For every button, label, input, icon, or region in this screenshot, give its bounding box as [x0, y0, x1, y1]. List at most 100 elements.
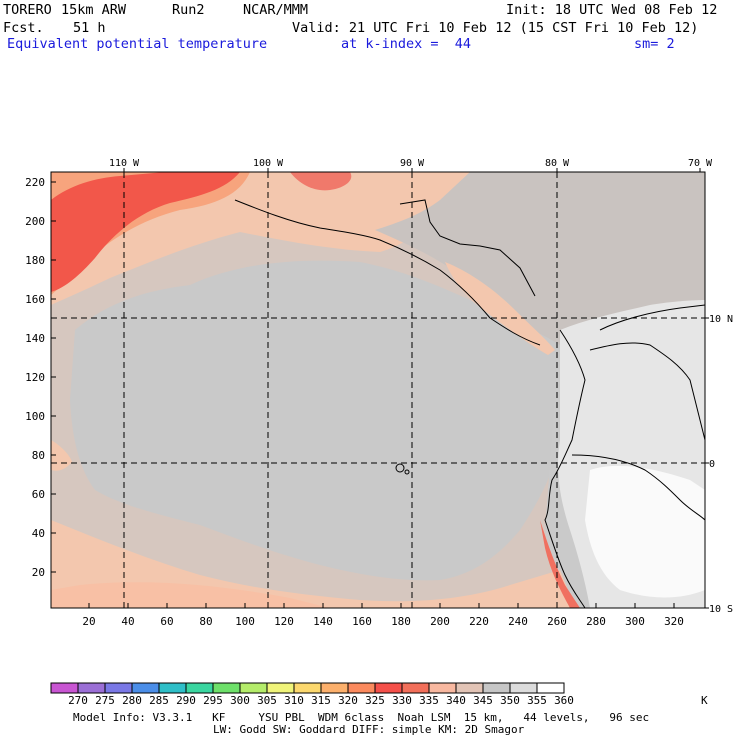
colorbar-swatch [50, 682, 79, 694]
colorbar-label: 285 [149, 694, 169, 707]
colorbar-swatch [158, 682, 187, 694]
land-amazon-white [585, 465, 705, 598]
land-central-america [375, 172, 705, 345]
colorbar-label: 325 [365, 694, 385, 707]
x-tick-label: 100 [235, 615, 255, 628]
x-tick-label: 220 [469, 615, 489, 628]
y-tick-label: 160 [25, 293, 45, 306]
latitude-labels: 10 N 0 10 S [709, 314, 733, 615]
longitude-labels: 110 W 100 W 90 W 80 W 70 W [109, 158, 713, 169]
colorbar-swatch [293, 682, 322, 694]
field-region-pink-coast [290, 172, 352, 191]
lon-label: 110 W [109, 158, 140, 169]
colorbar-label: 330 [392, 694, 412, 707]
field-region-325-nw [51, 172, 240, 292]
model-name: TORERO [3, 2, 52, 18]
map-frame [50, 171, 706, 609]
field-level: at k-index = 44 [341, 36, 472, 52]
y-tick-label: 120 [25, 371, 45, 384]
colorbar-label: 315 [311, 694, 331, 707]
lon-label: 70 W [688, 158, 713, 169]
x-tick-labels: 20 40 60 80 100 120 140 160 180 200 220 … [82, 615, 684, 628]
coastline-colombia-ecuador [544, 329, 586, 608]
colorbar-label: 305 [257, 694, 277, 707]
model-info: Model Info: V3.3.1 KF YSU PBL WDM 6class… [73, 711, 650, 724]
x-tick-label: 20 [82, 615, 95, 628]
x-tick-label: 120 [274, 615, 294, 628]
colorbar-swatch [239, 682, 268, 694]
colorbar-label: 335 [419, 694, 439, 707]
colorbar-swatch [185, 682, 214, 694]
model-org: NCAR/MMM [243, 2, 309, 18]
colorbar-swatch [104, 682, 133, 694]
colorbar-label: 275 [95, 694, 115, 707]
lat-lon-grid [51, 172, 705, 608]
field-region-350 [70, 260, 560, 581]
model-run: Run2 [172, 2, 205, 18]
colorbar-label: 300 [230, 694, 250, 707]
colorbar-swatch [77, 682, 106, 694]
x-tick-label: 260 [547, 615, 567, 628]
border-colombia [589, 342, 705, 441]
y-tick-label: 180 [25, 254, 45, 267]
x-tick-label: 60 [160, 615, 173, 628]
colorbar-swatch [428, 682, 457, 694]
colorbar-unit: K [701, 694, 708, 707]
galapagos-island [404, 469, 410, 475]
colorbar [50, 682, 565, 694]
axis-ticks [51, 168, 709, 609]
field-title: Equivalent potential temperature [7, 36, 268, 52]
colorbar-label: 350 [500, 694, 520, 707]
lat-label: 10 S [709, 604, 733, 615]
colorbar-swatch [374, 682, 403, 694]
y-tick-label: 80 [32, 449, 45, 462]
coastline-mexico [234, 199, 541, 346]
y-tick-labels: 220 200 180 160 140 120 100 80 60 40 20 [25, 176, 45, 579]
colorbar-label: 280 [122, 694, 142, 707]
lon-label: 80 W [545, 158, 570, 169]
smoothing-label: sm= 2 [634, 36, 675, 52]
forecast-hour: 51 h [73, 20, 106, 36]
y-tick-label: 220 [25, 176, 45, 189]
x-tick-label: 240 [508, 615, 528, 628]
colorbar-label: 360 [554, 694, 574, 707]
lon-label: 100 W [253, 158, 284, 169]
colorbar-label: 295 [203, 694, 223, 707]
colorbar-label: 345 [473, 694, 493, 707]
border-central-america [399, 199, 536, 297]
y-tick-label: 20 [32, 566, 45, 579]
land-coast-peach [445, 262, 555, 355]
x-tick-label: 180 [391, 615, 411, 628]
x-tick-label: 40 [121, 615, 134, 628]
y-tick-label: 100 [25, 410, 45, 423]
lat-label: 0 [709, 459, 715, 470]
y-tick-label: 60 [32, 488, 45, 501]
y-tick-label: 140 [25, 332, 45, 345]
x-tick-label: 80 [199, 615, 212, 628]
colorbar-label: 355 [527, 694, 547, 707]
colorbar-label: 340 [446, 694, 466, 707]
colorbar-swatch [482, 682, 511, 694]
model-resolution: 15km ARW [61, 2, 127, 18]
colorbar-swatch [536, 682, 565, 694]
colorbar-swatch [131, 682, 160, 694]
colorbar-swatch [401, 682, 430, 694]
colorbar-label: 310 [284, 694, 304, 707]
lat-label: 10 N [709, 314, 733, 325]
valid-time: Valid: 21 UTC Fri 10 Feb 12 (15 CST Fri … [292, 20, 699, 36]
border-peru [571, 454, 705, 521]
colorbar-label: 290 [176, 694, 196, 707]
forecast-label: Fcst. [3, 20, 44, 36]
colorbar-label: 320 [338, 694, 358, 707]
theta-e-field [51, 172, 705, 608]
colorbar-swatch [347, 682, 376, 694]
x-tick-label: 160 [352, 615, 372, 628]
colorbar-swatch [266, 682, 295, 694]
y-tick-label: 200 [25, 215, 45, 228]
bottom-warm-band [51, 582, 330, 608]
colorbar-label: 270 [68, 694, 88, 707]
x-tick-label: 200 [430, 615, 450, 628]
x-tick-label: 320 [664, 615, 684, 628]
x-tick-label: 140 [313, 615, 333, 628]
